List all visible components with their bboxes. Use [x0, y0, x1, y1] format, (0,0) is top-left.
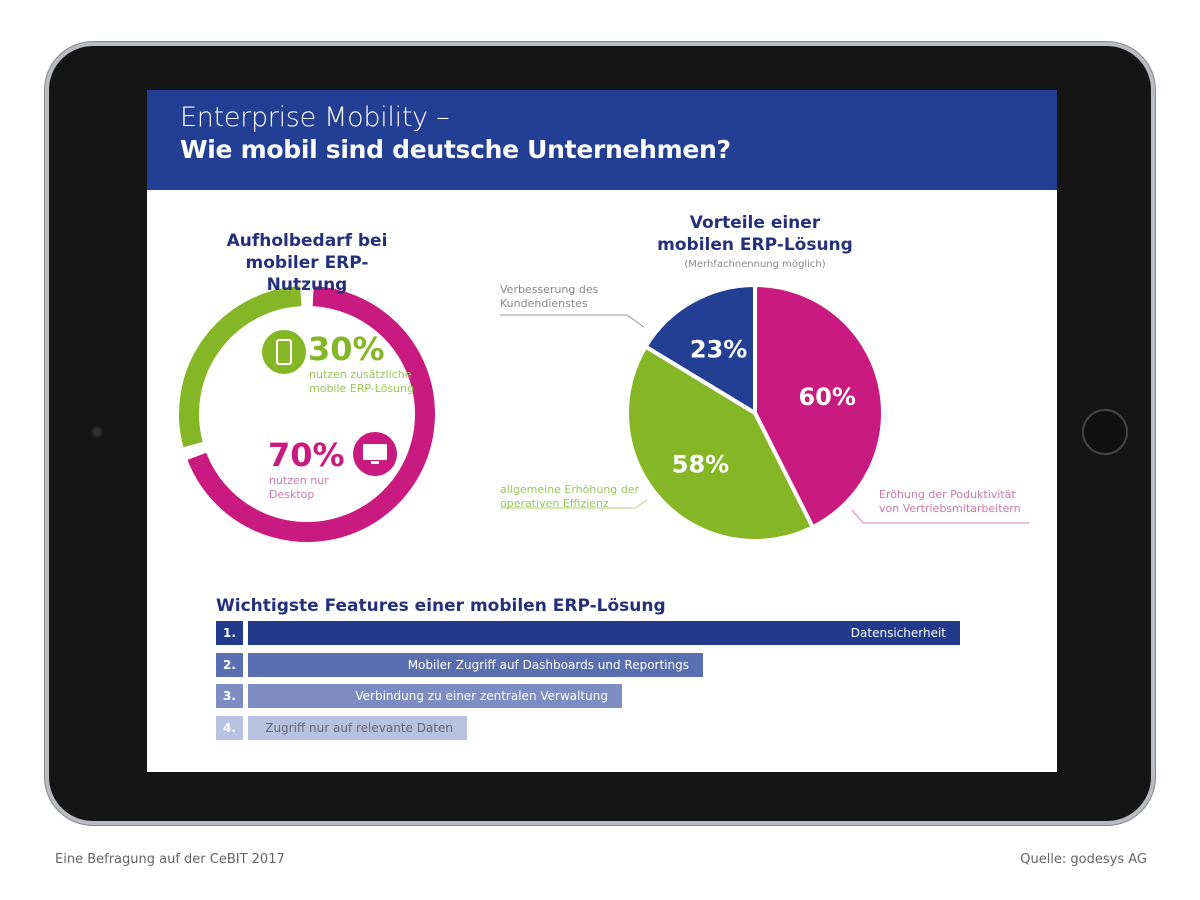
footer-left: Eine Befragung auf der CeBIT 2017: [55, 852, 285, 867]
feature-bar-row: 3. Verbindung zu einer zentralen Verwaltu…: [216, 684, 622, 708]
pie-slice: [753, 282, 885, 530]
header: Enterprise Mobility – Wie mobil sind deu…: [147, 90, 1057, 190]
feature-rank: 4.: [216, 716, 243, 740]
header-subtitle: Wie mobil sind deutsche Unternehmen?: [180, 135, 731, 164]
leader-line: [500, 314, 645, 328]
header-title: Enterprise Mobility –: [180, 102, 450, 133]
pie-slice: [642, 282, 757, 417]
feature-rank: 2.: [216, 653, 243, 677]
camera-icon: [91, 426, 103, 438]
feature-bar-row: 2. Mobiler Zugriff auf Dashboards und Rep…: [216, 653, 703, 677]
feature-bar-row: 1. Datensicherheit: [216, 621, 960, 645]
donut-label-desktop: 70%: [268, 436, 345, 474]
pie-desc-blue: Verbesserung des Kundendienstes: [500, 283, 599, 310]
feature-bar: Zugriff nur auf relevante Daten: [248, 716, 467, 740]
home-button: [1082, 409, 1128, 455]
pie-subtitle: (Merhfachnennung möglich): [684, 259, 826, 270]
pie-desc-green: allgemeine Erhöhung der operativen Effiz…: [500, 483, 640, 510]
donut-segment: [179, 286, 302, 448]
pie-value-label: 60%: [798, 383, 855, 411]
donut-label-mobile: 30%: [308, 330, 385, 368]
pie-title: Vorteile einer mobilen ERP-Lösung: [657, 213, 853, 255]
charts-canvas: 60% 58% 23%: [179, 282, 1029, 543]
pie-value-label: 23%: [690, 335, 747, 363]
pie-slice: [625, 343, 816, 543]
feature-bar: Mobiler Zugriff auf Dashboards und Repor…: [248, 653, 703, 677]
smartphone-icon: [262, 330, 306, 374]
donut-segment: [187, 286, 435, 542]
donut-title: Aufholbedarf bei mobiler ERP-Nutzung: [226, 231, 388, 295]
feature-bar-row: 4. Zugriff nur auf relevante Daten: [216, 716, 467, 740]
leader-line: [500, 499, 648, 509]
donut-desc-mobile: nutzen zusätzliche mobile ERP-Lösung: [309, 368, 415, 395]
pie-desc-magenta: Eröhung der Poduktivität von Vertriebsmi…: [879, 488, 1021, 515]
donut-desc-desktop: nutzen nur Desktop: [269, 474, 329, 501]
monitor-icon: [353, 432, 397, 476]
footer-right: Quelle: godesys AG: [1020, 852, 1147, 867]
feature-bar: Verbindung zu einer zentralen Verwaltung: [248, 684, 622, 708]
feature-rank: 1.: [216, 621, 243, 645]
feature-bar: Datensicherheit: [248, 621, 960, 645]
infographic: Enterprise Mobility – Wie mobil sind deu…: [147, 90, 1057, 772]
bars-title: Wichtigste Features einer mobilen ERP-Lö…: [216, 596, 666, 616]
pie-value-label: 58%: [672, 450, 729, 478]
feature-rank: 3.: [216, 684, 243, 708]
leader-line: [851, 509, 1029, 524]
